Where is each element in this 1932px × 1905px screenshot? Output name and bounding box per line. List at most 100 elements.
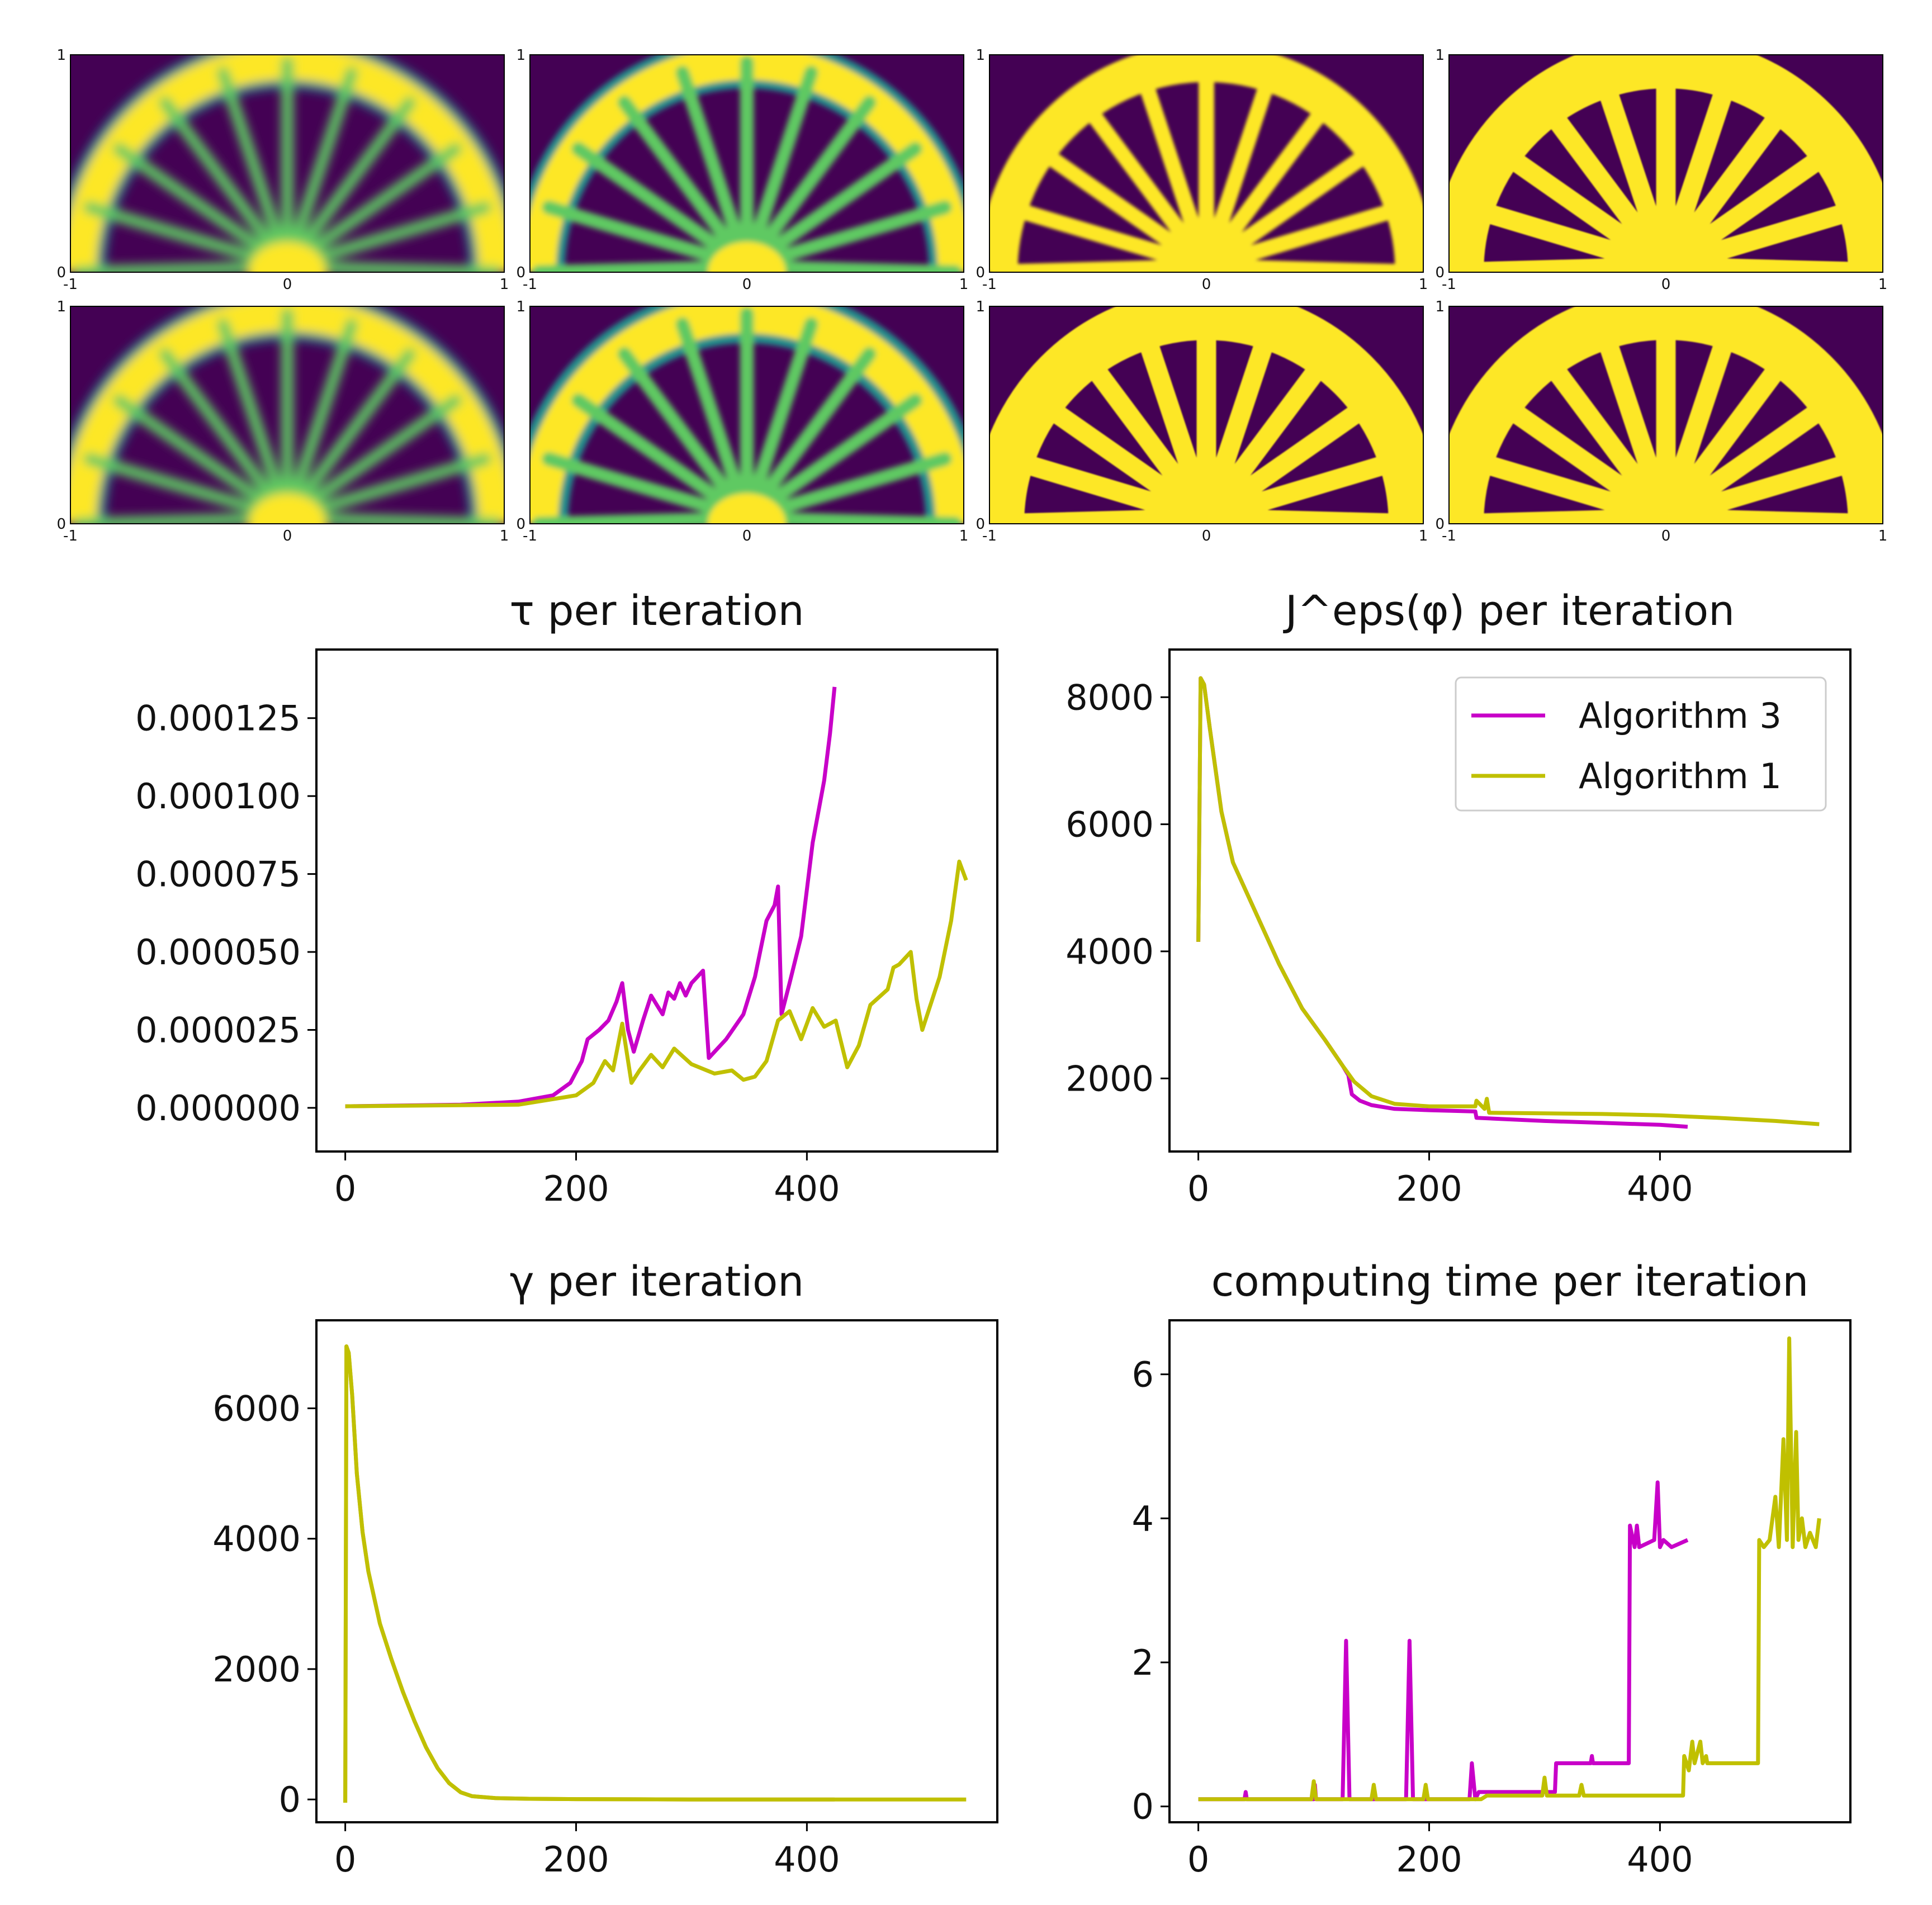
y-tick-label: 0	[1132, 1786, 1154, 1827]
density-panel: -1 0 101	[56, 47, 509, 293]
image-x-tick-label: -1	[63, 276, 78, 293]
x-tick-label: 400	[1627, 1168, 1693, 1209]
x-tick-label: 0	[334, 1168, 356, 1209]
chart-2: 0 200 400 2000 4000 6000 8000 J^eps(φ) per iter…	[1066, 587, 1852, 1209]
panel-frame	[529, 54, 964, 273]
image-x-tick-label: 1	[500, 276, 509, 293]
panel-frame	[989, 54, 1424, 273]
y-tick-label: 2000	[212, 1649, 301, 1690]
density-panel: -1 0 101	[1435, 298, 1888, 544]
chart-title: computing time per iteration	[1211, 1258, 1809, 1306]
y-tick-label: 8000	[1066, 677, 1154, 718]
image-x-tick-label: 0	[742, 276, 752, 293]
image-y-tick-label: 0	[56, 264, 66, 281]
y-tick-label: 2	[1132, 1642, 1154, 1683]
image-x-tick-label: 1	[1878, 528, 1888, 544]
image-y-tick-label: 0	[1435, 516, 1445, 533]
wheel-structure	[70, 306, 504, 524]
axes-frame	[1168, 1319, 1852, 1823]
density-panel: -1 0 101	[976, 298, 1428, 544]
image-y-tick-label: 0	[976, 516, 985, 533]
image-x-tick-label: 1	[1419, 276, 1428, 293]
image-x-tick-label: 1	[959, 276, 969, 293]
image-x-tick-label: -1	[982, 276, 997, 293]
y-tick-label: 0	[279, 1779, 301, 1820]
chart-title: τ per iteration	[509, 587, 804, 635]
image-x-tick-label: 0	[1202, 528, 1211, 544]
image-x-tick-label: 0	[1661, 276, 1671, 293]
image-y-tick-label: 1	[976, 298, 985, 315]
legend-label: Algorithm 1	[1579, 756, 1782, 797]
legend-label: Algorithm 3	[1579, 695, 1782, 736]
image-y-tick-label: 0	[516, 516, 525, 533]
image-x-tick-label: -1	[63, 528, 78, 544]
image-y-tick-label: 0	[56, 516, 66, 533]
y-tick-label: 0.000075	[135, 854, 301, 895]
wheel-structure	[530, 55, 964, 272]
image-x-tick-label: -1	[523, 276, 537, 293]
image-y-tick-label: 0	[976, 264, 985, 281]
image-x-tick-label: 0	[283, 276, 292, 293]
y-tick-label: 2000	[1066, 1058, 1154, 1099]
image-x-tick-label: 1	[1878, 276, 1888, 293]
image-x-tick-label: 0	[283, 528, 292, 544]
axes-frame	[315, 648, 998, 1153]
wheel-structure	[530, 306, 964, 524]
density-panel: -1 0 101	[56, 298, 509, 544]
y-tick-label: 4	[1132, 1498, 1154, 1539]
series-line-algorithm-1	[1198, 1336, 1821, 1802]
x-tick-label: 200	[543, 1839, 609, 1880]
wheel-structure	[989, 55, 1423, 272]
y-tick-label: 6	[1132, 1354, 1154, 1395]
x-tick-label: 0	[1187, 1839, 1209, 1880]
series-line-algorithm-3	[1198, 1480, 1689, 1802]
wheel-structure	[989, 306, 1423, 524]
chart-1: 0 200 400 0.000000 0.000025 0.000050 0.000075 0…	[135, 587, 998, 1209]
x-tick-label: 0	[334, 1839, 356, 1880]
image-y-tick-label: 1	[516, 298, 525, 315]
panel-frame	[1448, 54, 1883, 273]
wheel-structure	[1449, 306, 1883, 524]
density-panel: -1 0 101	[1435, 47, 1888, 293]
y-tick-label: 0.000000	[135, 1088, 301, 1129]
series-line-algorithm-3	[345, 686, 837, 1108]
density-panel: -1 0 101	[976, 47, 1428, 293]
image-y-tick-label: 1	[1435, 47, 1445, 64]
wheel-structure	[1449, 55, 1883, 272]
image-y-tick-label: 1	[976, 47, 985, 64]
chart-4: 0 200 400 0 2 4 6 computing time per iteration	[1132, 1258, 1852, 1880]
x-tick-label: 400	[774, 1839, 840, 1880]
image-x-tick-label: 1	[500, 528, 509, 544]
panel-frame	[989, 306, 1424, 524]
legend: Algorithm 3 Algorithm 1	[1455, 676, 1827, 812]
image-x-tick-label: 0	[742, 528, 752, 544]
image-x-tick-label: 1	[959, 528, 969, 544]
legend-box	[1455, 676, 1827, 812]
density-panel: -1 0 101	[516, 47, 969, 293]
density-panel: -1 0 101	[516, 298, 969, 544]
panel-frame	[529, 306, 964, 524]
y-tick-label: 0.000100	[135, 776, 301, 817]
panel-frame	[1448, 306, 1883, 524]
x-tick-label: 200	[543, 1168, 609, 1209]
image-x-tick-label: -1	[1442, 528, 1456, 544]
x-tick-label: 0	[1187, 1168, 1209, 1209]
image-y-tick-label: 0	[516, 264, 525, 281]
series-line-algorithm-1	[345, 859, 968, 1108]
y-tick-label: 0.000125	[135, 698, 301, 739]
x-tick-label: 200	[1396, 1839, 1462, 1880]
image-y-tick-label: 1	[56, 47, 66, 64]
image-x-tick-label: -1	[1442, 276, 1456, 293]
panel-frame	[70, 306, 505, 524]
image-y-tick-label: 1	[1435, 298, 1445, 315]
axes-frame	[315, 1319, 998, 1823]
density-images-grid: -1 0 101-1 0 101-1 0 101-1 0 101-1 0 101-1 0 101-1 0 1…	[56, 47, 1888, 544]
x-tick-label: 400	[1627, 1839, 1693, 1880]
y-tick-label: 4000	[1066, 931, 1154, 972]
y-tick-label: 0.000050	[135, 932, 301, 973]
image-x-tick-label: 1	[1419, 528, 1428, 544]
image-x-tick-label: -1	[982, 528, 997, 544]
x-tick-label: 200	[1396, 1168, 1462, 1209]
